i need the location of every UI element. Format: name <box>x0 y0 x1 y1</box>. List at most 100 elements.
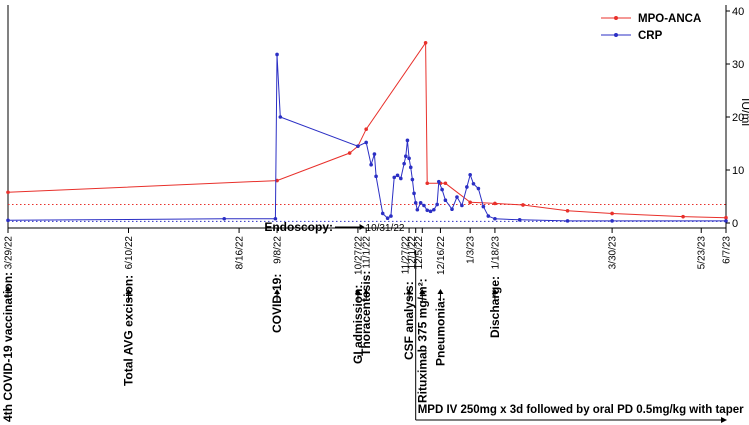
event-arrowhead <box>437 289 444 294</box>
event-label: CSF analysis: <box>402 281 416 360</box>
legend: MPO-ANCA CRP <box>601 13 701 42</box>
y-tick-label: 40 <box>732 6 744 18</box>
endoscopy-annotation: Endoscopy: 10/31/22 <box>264 220 405 234</box>
crp-point <box>6 218 10 223</box>
crp-point <box>372 152 377 156</box>
crp-point <box>418 201 423 205</box>
event-label: Discharge: <box>488 276 502 338</box>
crp-point <box>471 181 476 186</box>
plot-frame <box>7 5 727 229</box>
mpo-anca-point <box>425 181 430 186</box>
mpo-anca-point <box>724 215 728 220</box>
mpo-anca-point <box>443 181 448 186</box>
crp-point <box>422 203 426 208</box>
crp-point <box>517 218 522 222</box>
crp-point <box>412 191 416 196</box>
crp-point <box>610 219 614 223</box>
crp-point <box>222 216 227 221</box>
y-tick-label: 30 <box>732 59 744 71</box>
crp-point <box>435 202 439 207</box>
x-tick-label: 6/10/22 <box>124 236 135 270</box>
endoscopy-label: Endoscopy: <box>264 220 333 234</box>
crp-point <box>385 216 390 221</box>
y-axis-right: 0 10 20 30 40 <box>726 6 744 230</box>
reference-lines <box>8 203 726 222</box>
x-tick-label: 3/30/23 <box>608 236 619 270</box>
crp-point <box>275 52 279 57</box>
event-arrowhead <box>419 289 426 294</box>
event-arrowhead <box>5 286 11 291</box>
mpo-anca-point <box>6 190 10 195</box>
crp-point <box>425 208 430 213</box>
x-tick-label: 6/7/23 <box>722 236 733 264</box>
mpo-anca-point <box>364 127 368 131</box>
event-arrowhead <box>125 289 132 294</box>
y-tick-label: 0 <box>732 218 738 230</box>
x-tick-label: 9/8/22 <box>273 236 284 264</box>
crp-point <box>437 179 441 184</box>
mpo-anca-point <box>468 200 472 205</box>
crp-point <box>399 176 403 181</box>
crp-point <box>724 219 728 223</box>
x-tick-label: 5/23/23 <box>697 236 708 270</box>
crp-point <box>465 185 469 189</box>
legend-marker <box>614 16 618 20</box>
crp-point <box>410 177 415 182</box>
crp-point <box>455 195 459 199</box>
event-label: Pneumonia: <box>433 297 447 366</box>
x-tick-label: 1/3/23 <box>466 236 477 264</box>
x-tick-label: 11/27/22 <box>401 236 412 275</box>
legend-marker <box>614 33 618 37</box>
x-tick-label: 12/16/22 <box>436 236 447 275</box>
event-label: GI admission: <box>351 285 365 364</box>
crp-point <box>273 216 278 221</box>
x-tick-label: 3/29/22 <box>4 236 15 270</box>
treatment-label: MPD IV 250mg x 3d followed by oral PD 0.… <box>418 404 744 416</box>
event-label: 4th COVID-19 vaccination: <box>1 272 15 422</box>
treatment-annotation: MPD IV 250mg x 3d followed by oral PD 0.… <box>415 250 744 423</box>
crp-point <box>413 201 418 205</box>
event-annotations: 4th COVID-19 vaccination: Total AVG excis… <box>1 271 502 422</box>
crp-point <box>364 140 368 145</box>
crp-point <box>415 207 420 212</box>
crp-point <box>374 174 378 179</box>
event-label: Total AVG excision: <box>121 275 135 386</box>
mpo-anca-point <box>565 209 570 213</box>
y-axis-label: IU/ml <box>739 98 749 126</box>
x-axis: 3/29/22 6/10/22 8/16/22 9/8/22 10/27/2211/1/… <box>4 228 733 275</box>
crp-point <box>403 154 408 159</box>
crp-point <box>392 175 397 180</box>
crp-point <box>389 214 393 218</box>
x-tick-label: 10/27/22 <box>353 236 364 275</box>
legend-label: MPO-ANCA <box>638 13 701 25</box>
crp-point <box>278 115 283 119</box>
crp-point <box>369 162 373 167</box>
event-label: Thoracentesis: <box>359 271 373 356</box>
crp-point <box>440 187 444 192</box>
crp-point <box>428 209 433 214</box>
crp-point <box>395 173 400 178</box>
y-tick-label: 20 <box>732 112 744 124</box>
x-tick-label: 11/1/22 <box>362 236 373 269</box>
x-tick-label: 12/5/22 <box>414 236 425 270</box>
crp-point <box>450 207 454 212</box>
event-label: COVID-19: <box>270 274 284 333</box>
event-arrowhead <box>363 289 370 294</box>
event-label: Rituximab 375 mg/m²: <box>415 278 429 403</box>
crp-point <box>405 138 410 143</box>
mpo-anca-point <box>681 214 685 219</box>
crp-point <box>486 214 491 218</box>
treatment-arrowhead <box>721 417 727 423</box>
mpo-anca-point <box>610 211 614 216</box>
event-arrowhead <box>491 289 498 294</box>
crp-point <box>476 186 481 191</box>
mpo-anca-point <box>493 201 497 206</box>
y-tick-label: 10 <box>732 165 744 177</box>
crp-point <box>468 172 472 177</box>
crp-point <box>402 161 406 166</box>
legend-label: CRP <box>638 30 663 42</box>
crp-point <box>356 144 360 148</box>
crp-point <box>565 219 570 223</box>
series-layer <box>6 41 728 223</box>
